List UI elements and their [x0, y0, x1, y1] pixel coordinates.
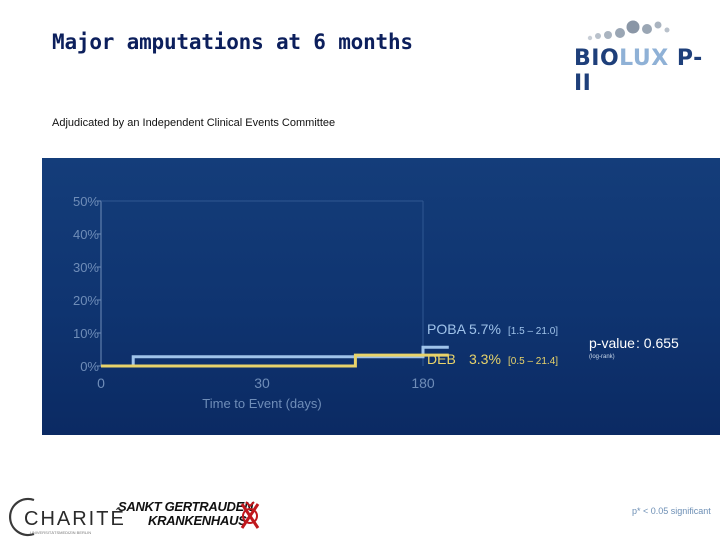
km-chart: 0% 10% 20% 30% 40% 50% 0 30 180 Time to Event (da…: [73, 194, 679, 411]
legend-value-deb: 3.3%: [469, 351, 501, 367]
charite-arc-icon: [8, 497, 35, 537]
logo-text: BIOLUX P-II: [574, 46, 703, 96]
charite-name: CHARITÉ: [24, 508, 126, 530]
logo-dots-icon: [587, 20, 670, 41]
pvalue-note: (log-rank): [589, 354, 615, 360]
x-axis-label: Time to Event (days): [202, 396, 321, 411]
charite-logo: CHARITÉ UNIVERSITÄTSMEDIZIN BERLIN: [8, 494, 124, 538]
y-tick-label: 50%: [73, 194, 99, 209]
hospital-line-1: SANKT GERTRAUDEN: [118, 499, 254, 514]
y-tick-label: 0%: [80, 359, 99, 374]
y-tick-label: 20%: [73, 293, 99, 308]
hospital-emblem-icon: [240, 501, 260, 529]
series-line-deb: [101, 353, 449, 368]
y-tick-label: 40%: [73, 227, 99, 242]
x-tick-label: 180: [411, 375, 435, 391]
pvalue-label: p-value: [589, 335, 635, 351]
legend-value-poba: 5.7%: [469, 321, 501, 337]
slide-title: Major amputations at 6 months: [52, 30, 413, 54]
legend-ci-poba: [1.5 – 21.0]: [508, 326, 558, 337]
slide-subtitle: Adjudicated by an Independent Clinical E…: [52, 117, 336, 129]
hospital-logo-text: SANKT GERTRAUDEN KRANKENHAUS: [118, 500, 253, 528]
legend-name-deb: DEB: [427, 351, 456, 367]
significance-note: p* < 0.05 significant: [632, 506, 711, 516]
legend-ci-deb: [0.5 – 21.4]: [508, 356, 558, 367]
y-tick-label: 10%: [73, 326, 99, 341]
x-tick-label: 0: [97, 375, 105, 391]
chart-panel: 0% 10% 20% 30% 40% 50% 0 30 180 Time to Event (da…: [42, 158, 720, 435]
biolux-logo: BIOLUX P-II: [568, 16, 708, 96]
charite-subtitle: UNIVERSITÄTSMEDIZIN BERLIN: [30, 530, 92, 535]
hospital-line-2: KRANKENHAUS: [148, 513, 247, 528]
x-tick-label: 30: [254, 375, 270, 391]
y-tick-label: 30%: [73, 260, 99, 275]
pvalue-value: : 0.655: [636, 335, 679, 351]
legend-name-poba: POBA: [427, 321, 467, 337]
